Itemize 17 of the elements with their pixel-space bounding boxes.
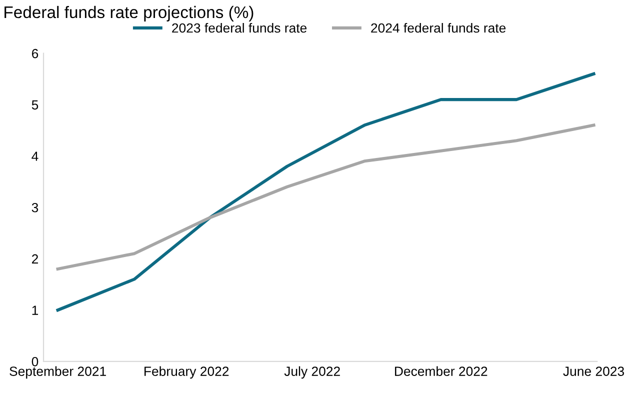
x-tick-label: September 2021 <box>10 366 106 379</box>
line-series <box>56 124 596 271</box>
y-tick-label: 2 <box>32 254 38 264</box>
chart-title: Federal funds rate projections (%) <box>4 6 254 22</box>
y-tick-label: 1 <box>32 306 38 315</box>
x-tick-label: December 2022 <box>395 366 488 376</box>
y-tick-label: 4 <box>32 152 38 161</box>
y-tick-label: 6 <box>32 48 38 58</box>
legend-label: 2023 federal funds rate <box>172 22 307 33</box>
x-tick-label: June 2023 <box>563 366 624 376</box>
x-tick-label: February 2022 <box>144 366 229 379</box>
x-tick-label: July 2022 <box>284 366 340 379</box>
y-tick-label: 5 <box>32 100 38 110</box>
line-series <box>56 72 596 312</box>
y-tick-label: 3 <box>32 202 38 212</box>
y-tick-label: 0 <box>32 356 38 366</box>
legend-label: 2024 federal funds rate <box>371 22 506 33</box>
